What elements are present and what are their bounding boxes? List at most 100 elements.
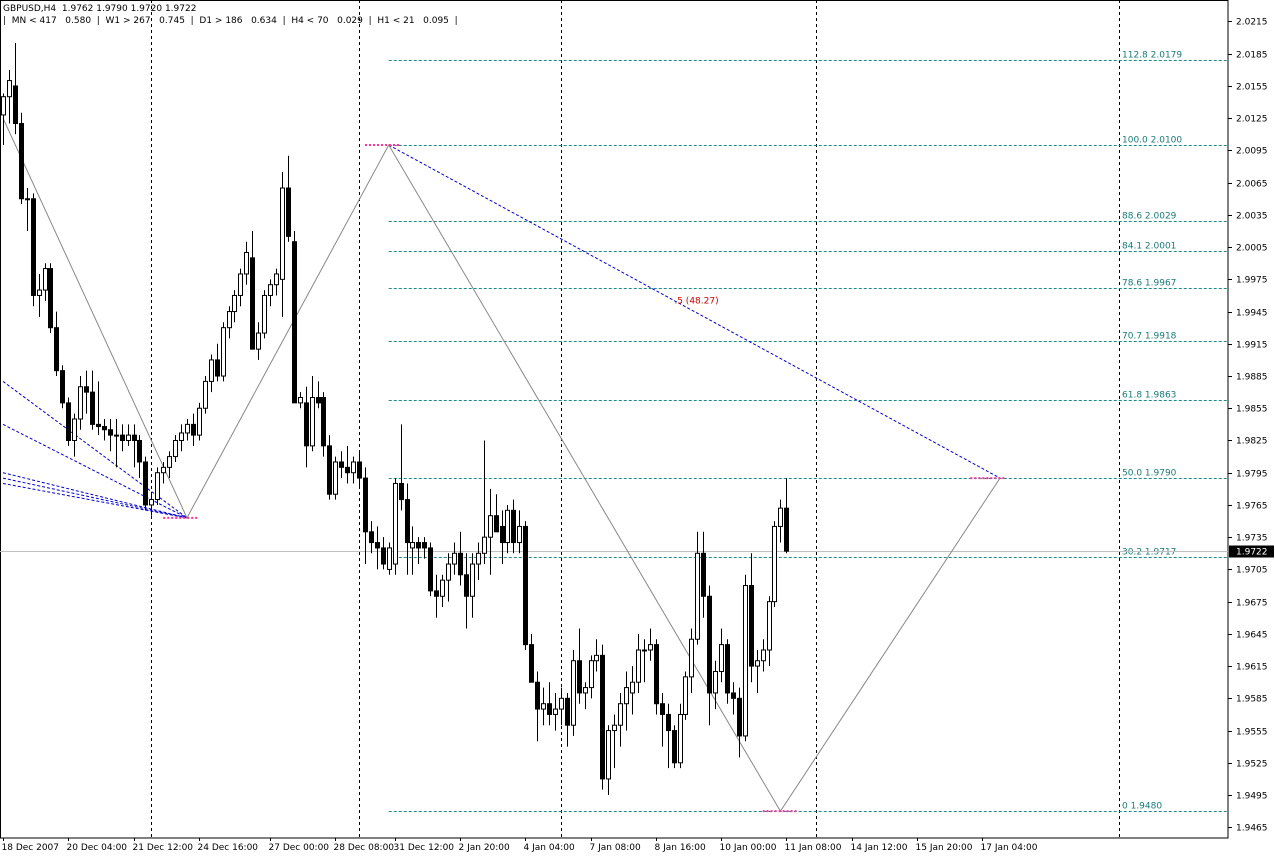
candle-body	[612, 724, 617, 732]
candle-body	[250, 257, 255, 350]
candle-body	[725, 644, 730, 694]
current-price-label: 1.9722	[1236, 548, 1268, 558]
y-tick-label: 1.9765	[1236, 502, 1268, 512]
candle-body	[179, 432, 184, 441]
candle-body	[369, 531, 374, 544]
candle-body	[191, 423, 196, 436]
candle-body	[155, 472, 160, 501]
candle-body	[529, 644, 534, 683]
y-tick-label: 1.9795	[1236, 470, 1268, 480]
candle-body	[428, 547, 433, 592]
candle-body	[500, 525, 505, 544]
y-tick-label: 1.9495	[1236, 792, 1268, 802]
y-tick-label: 1.9555	[1236, 728, 1268, 738]
candle-body	[381, 547, 386, 565]
candle-body	[149, 499, 154, 506]
fib-level-label: 30.2 1.9717	[1122, 548, 1176, 558]
candle-body	[666, 713, 671, 732]
fib-level-label: 100.0 2.0100	[1122, 136, 1182, 146]
candle-body	[7, 80, 12, 98]
candle-body	[268, 284, 273, 296]
y-tick-label: 1.9885	[1236, 373, 1268, 383]
candle-body	[731, 692, 736, 699]
candle-body	[541, 703, 546, 710]
candle-body	[482, 536, 487, 554]
y-tick-label: 2.0215	[1236, 18, 1268, 28]
y-tick-label: 2.0185	[1236, 51, 1268, 61]
candle-body	[547, 703, 552, 715]
candle-body	[434, 590, 439, 597]
candle-body	[120, 434, 125, 441]
y-tick-label: 2.0095	[1236, 147, 1268, 157]
candle-body	[197, 407, 202, 436]
candle-body	[102, 426, 107, 431]
fan-line	[2, 472, 188, 519]
candle-body	[333, 461, 338, 495]
candle-body	[606, 730, 611, 780]
candle-body	[1, 96, 6, 116]
y-tick-label: 1.9585	[1236, 695, 1268, 705]
x-tick-label: 4 Jan 04:00	[524, 843, 576, 853]
candle-body	[96, 423, 101, 428]
fib-level-label: 70.7 1.9918	[1122, 332, 1177, 342]
candle-body	[310, 397, 315, 447]
y-tick-label: 1.9915	[1236, 341, 1268, 351]
x-tick-label: 21 Dec 12:00	[133, 843, 194, 853]
candle-body	[630, 681, 635, 694]
candle-body	[505, 509, 510, 544]
y-tick-label: 1.9945	[1236, 309, 1268, 319]
candle-body	[126, 434, 131, 441]
x-tick-label: 17 Jan 04:00	[981, 843, 1038, 853]
candle-body	[137, 439, 142, 463]
current-price-tag	[1229, 545, 1274, 558]
candle-body	[357, 461, 362, 479]
candle-body	[363, 477, 368, 533]
candle-body	[84, 386, 89, 393]
candle-body	[600, 654, 605, 780]
x-tick-label: 11 Jan 08:00	[785, 843, 842, 853]
y-tick-label: 1.9645	[1236, 631, 1268, 641]
candle-body	[784, 507, 789, 552]
fib-level-label: 84.1 2.0001	[1122, 242, 1176, 252]
candle-body	[60, 370, 65, 404]
y-tick-label: 1.9975	[1236, 276, 1268, 286]
candle-body	[701, 552, 706, 597]
candle-body	[594, 654, 599, 662]
candle-body	[654, 644, 659, 705]
candle-body	[410, 542, 415, 549]
candle-body	[458, 552, 463, 576]
plot-frame	[0, 0, 1229, 839]
candle-body	[683, 676, 688, 715]
y-tick-label: 1.9825	[1236, 437, 1268, 447]
x-tick-label: 27 Dec 00:00	[269, 843, 330, 853]
candle-body	[256, 332, 261, 350]
candle-body	[161, 466, 166, 474]
candle-body	[244, 251, 249, 275]
candle-body	[535, 681, 540, 710]
y-tick-label: 2.0035	[1236, 212, 1268, 222]
candle-body	[719, 644, 724, 672]
y-tick-label: 2.0005	[1236, 244, 1268, 254]
y-tick-label: 1.9465	[1236, 824, 1268, 834]
fib-level-label: 0 1.9480	[1122, 802, 1162, 812]
indicator-summary: | MN < 417 0.580 | W1 > 267 0.745 | D1 >…	[3, 16, 458, 26]
candle-body	[672, 730, 677, 764]
candle-body	[132, 434, 137, 441]
candle-body	[43, 268, 48, 291]
candle-body	[298, 397, 303, 404]
fan-line	[2, 423, 188, 519]
candle-body	[66, 402, 71, 441]
candle-body	[215, 359, 220, 377]
x-tick-label: 28 Dec 08:00	[334, 843, 395, 853]
x-tick-label: 18 Dec 2007	[2, 843, 60, 853]
candle-body	[31, 198, 36, 296]
candle-body	[713, 670, 718, 694]
candle-body	[173, 439, 178, 458]
y-tick-label: 2.0065	[1236, 180, 1268, 190]
x-tick-label: 24 Dec 16:00	[198, 843, 259, 853]
candle-body	[772, 525, 777, 603]
candle-body	[452, 552, 457, 565]
candle-body	[221, 327, 226, 377]
